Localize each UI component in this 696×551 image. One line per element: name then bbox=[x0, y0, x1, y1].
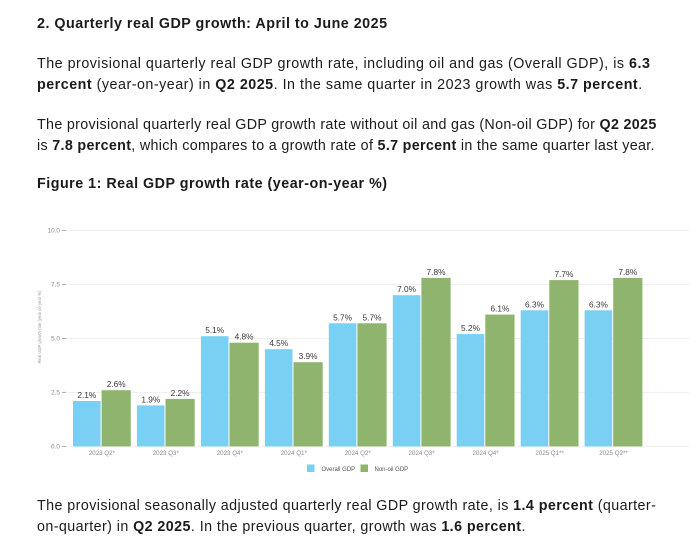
svg-text:2.6%: 2.6% bbox=[107, 379, 127, 389]
svg-text:4.8%: 4.8% bbox=[235, 332, 255, 342]
svg-text:2.2%: 2.2% bbox=[171, 388, 191, 398]
svg-text:7.8%: 7.8% bbox=[618, 267, 638, 277]
svg-text:3.9%: 3.9% bbox=[299, 351, 319, 361]
svg-text:6.1%: 6.1% bbox=[490, 304, 510, 314]
svg-text:2024 Q4*: 2024 Q4* bbox=[473, 450, 500, 457]
svg-text:5.0: 5.0 bbox=[51, 336, 60, 343]
svg-text:2024 Q3*: 2024 Q3* bbox=[409, 450, 436, 457]
svg-text:2024 Q2*: 2024 Q2* bbox=[345, 450, 372, 457]
svg-text:10.0: 10.0 bbox=[47, 228, 60, 235]
svg-text:6.3%: 6.3% bbox=[525, 299, 545, 309]
svg-text:7.0%: 7.0% bbox=[397, 284, 417, 294]
svg-text:2023 Q3*: 2023 Q3* bbox=[153, 450, 180, 457]
svg-text:7.5: 7.5 bbox=[51, 282, 60, 289]
svg-text:2023 Q2*: 2023 Q2* bbox=[89, 450, 116, 457]
svg-text:2.5: 2.5 bbox=[51, 390, 60, 397]
svg-text:4.5%: 4.5% bbox=[269, 338, 289, 348]
svg-text:7.7%: 7.7% bbox=[554, 269, 574, 279]
svg-text:1.9%: 1.9% bbox=[141, 394, 161, 404]
svg-text:Overall GDP: Overall GDP bbox=[322, 467, 356, 473]
svg-text:Non-oil GDP: Non-oil GDP bbox=[375, 467, 409, 473]
svg-text:7.8%: 7.8% bbox=[427, 267, 447, 277]
svg-text:5.1%: 5.1% bbox=[205, 325, 225, 335]
svg-text:5.7%: 5.7% bbox=[333, 312, 353, 322]
svg-text:Real GDP growth rate (year on: Real GDP growth rate (year on year %) bbox=[37, 290, 42, 364]
svg-text:2025 Q2**: 2025 Q2** bbox=[599, 450, 628, 457]
svg-text:0.0: 0.0 bbox=[51, 444, 60, 451]
svg-text:5.7%: 5.7% bbox=[363, 312, 383, 322]
svg-text:2023 Q4*: 2023 Q4* bbox=[217, 450, 244, 457]
svg-text:2.1%: 2.1% bbox=[77, 390, 97, 400]
svg-text:2024 Q1*: 2024 Q1* bbox=[281, 450, 308, 457]
svg-text:6.3%: 6.3% bbox=[589, 299, 609, 309]
svg-text:2025 Q1**: 2025 Q1** bbox=[535, 450, 564, 457]
svg-text:5.2%: 5.2% bbox=[461, 323, 481, 333]
